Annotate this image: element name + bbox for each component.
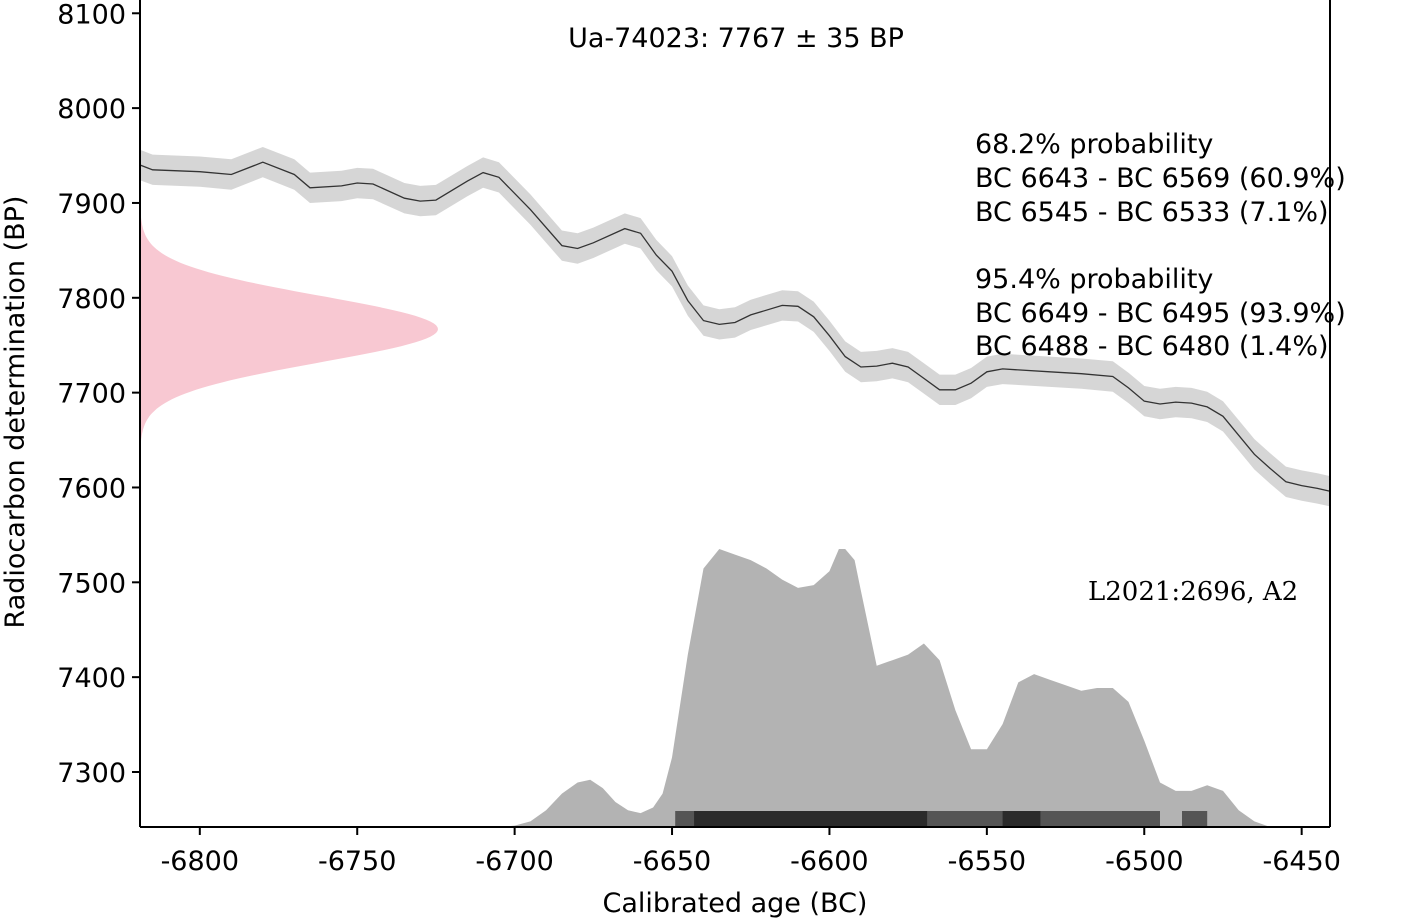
prob-68-range-1: BC 6643 - BC 6569 (60.9%)	[975, 163, 1346, 194]
range-68-bar-2	[1002, 811, 1041, 827]
x-tick-label: -6650	[633, 846, 711, 877]
x-tick-label: -6750	[318, 846, 396, 877]
prob-95-header: 95.4% probability	[975, 264, 1213, 295]
y-tick-label: 7500	[57, 568, 126, 599]
y-tick-label: 7600	[57, 474, 126, 505]
axes-layer: -6800 -6750 -6700 -6650 -6600 -6550 -6500 -6450…	[57, 0, 1341, 877]
probability-range-bars	[675, 811, 1208, 827]
chart-title: Ua-74023: 7767 ± 35 BP	[568, 23, 904, 54]
calibrated-distribution-area	[498, 549, 1271, 827]
calibration-curve-layer	[139, 147, 1331, 507]
prob-68-range-2: BC 6545 - BC 6533 (7.1%)	[975, 197, 1329, 228]
y-tick-label: 8000	[57, 94, 126, 125]
measurement-distribution-layer	[140, 196, 438, 462]
y-tick-label: 7900	[57, 189, 126, 220]
y-tick-label: 7800	[57, 284, 126, 315]
probability-summary: 68.2% probability BC 6643 - BC 6569 (60.…	[975, 129, 1346, 362]
x-tick-label: -6800	[161, 846, 239, 877]
prob-95-range-1: BC 6649 - BC 6495 (93.9%)	[975, 298, 1346, 329]
x-tick-label: -6550	[948, 846, 1026, 877]
x-tick-label: -6700	[475, 846, 553, 877]
y-tick-label: 7700	[57, 379, 126, 410]
range-95-bar-2	[1182, 811, 1208, 827]
x-tick-label: -6450	[1262, 846, 1340, 877]
y-axis-title: Radiocarbon determination (BP)	[0, 196, 31, 629]
calibration-curve-band	[140, 147, 1330, 507]
range-68-bar-1	[694, 811, 928, 827]
sample-annotation: L2021:2696, A2	[1088, 577, 1298, 607]
calibrated-distribution-layer	[498, 549, 1271, 827]
y-tick-label: 7300	[57, 758, 126, 789]
prob-95-range-2: BC 6488 - BC 6480 (1.4%)	[975, 331, 1329, 362]
x-axis-title: Calibrated age (BC)	[603, 888, 868, 919]
calibration-curve-line	[139, 161, 1331, 492]
measurement-distribution	[140, 196, 438, 462]
x-tick-label: -6600	[790, 846, 868, 877]
x-tick-label: -6500	[1105, 846, 1183, 877]
y-tick-label: 8100	[57, 0, 126, 30]
prob-68-header: 68.2% probability	[975, 129, 1213, 160]
y-tick-label: 7400	[57, 663, 126, 694]
